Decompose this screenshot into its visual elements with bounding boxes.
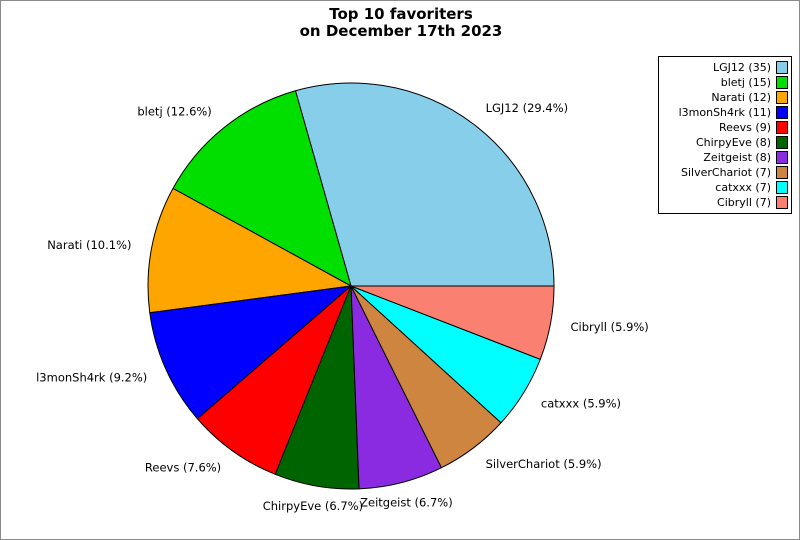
chart-title-line1: Top 10 favoriters	[329, 5, 473, 23]
legend-label-Cibryll: Cibryll (7)	[717, 196, 771, 209]
legend-swatch-Zeitgeist	[776, 151, 788, 164]
pie-label-LGJ12: LGJ12 (29.4%)	[486, 101, 569, 115]
legend-swatch-Reevs	[776, 121, 788, 134]
legend-swatch-bletj	[776, 76, 788, 89]
legend-label-SilverChariot: SilverChariot (7)	[681, 166, 771, 179]
legend-swatch-Cibryll	[776, 196, 788, 209]
chart-title-line2: on December 17th 2023	[299, 22, 503, 40]
legend-swatch-LGJ12	[776, 61, 788, 74]
legend-label-ChirpyEve: ChirpyEve (8)	[695, 136, 771, 149]
legend-label-l3monSh4rk: l3monSh4rk (11)	[678, 106, 771, 119]
pie-slice-LGJ12	[294, 82, 555, 287]
pie-label-ChirpyEve: ChirpyEve (6.7%)	[263, 499, 363, 513]
pie-label-Reevs: Reevs (7.6%)	[145, 461, 221, 475]
pie-label-l3monSh4rk: l3monSh4rk (9.2%)	[36, 371, 147, 385]
pie-label-Narati: Narati (10.1%)	[47, 238, 131, 252]
legend-swatch-Narati	[776, 91, 788, 104]
legend-item-l3monSh4rk: l3monSh4rk (11)	[662, 105, 788, 120]
legend-item-SilverChariot: SilverChariot (7)	[662, 165, 788, 180]
pie-label-bletj: bletj (12.6%)	[137, 104, 211, 118]
pie-slice-Narati	[147, 187, 352, 314]
legend: LGJ12 (35) bletj (15) Narati (12) l3monSh4r…	[658, 56, 792, 214]
pie-slice-Cibryll	[350, 285, 555, 360]
legend-swatch-catxxx	[776, 181, 788, 194]
legend-item-catxxx: catxxx (7)	[662, 180, 788, 195]
legend-label-bletj: bletj (15)	[720, 76, 771, 89]
legend-item-LGJ12: LGJ12 (35)	[662, 60, 788, 75]
legend-label-Zeitgeist: Zeitgeist (8)	[703, 151, 771, 164]
legend-label-catxxx: catxxx (7)	[715, 181, 771, 194]
legend-label-Narati: Narati (12)	[711, 91, 771, 104]
legend-swatch-ChirpyEve	[776, 136, 788, 149]
pie-label-Cibryll: Cibryll (5.9%)	[571, 320, 649, 334]
pie-slice-bletj	[172, 90, 352, 287]
legend-swatch-SilverChariot	[776, 166, 788, 179]
legend-label-LGJ12: LGJ12 (35)	[713, 61, 771, 74]
pie-label-Zeitgeist: Zeitgeist (6.7%)	[360, 495, 453, 509]
pie-slice-Reevs	[196, 285, 352, 475]
legend-item-Zeitgeist: Zeitgeist (8)	[662, 150, 788, 165]
legend-item-bletj: bletj (15)	[662, 75, 788, 90]
pie-slice-l3monSh4rk	[149, 285, 352, 420]
legend-swatch-l3monSh4rk	[776, 106, 788, 119]
legend-item-Narati: Narati (12)	[662, 90, 788, 105]
legend-item-ChirpyEve: ChirpyEve (8)	[662, 135, 788, 150]
legend-item-Cibryll: Cibryll (7)	[662, 195, 788, 210]
pie-label-catxxx: catxxx (5.9%)	[541, 397, 621, 411]
pie-label-SilverChariot: SilverChariot (5.9%)	[486, 457, 602, 471]
legend-item-Reevs: Reevs (9)	[662, 120, 788, 135]
chart-title: Top 10 favoriters on December 17th 2023	[1, 5, 799, 40]
legend-label-Reevs: Reevs (9)	[718, 121, 771, 134]
